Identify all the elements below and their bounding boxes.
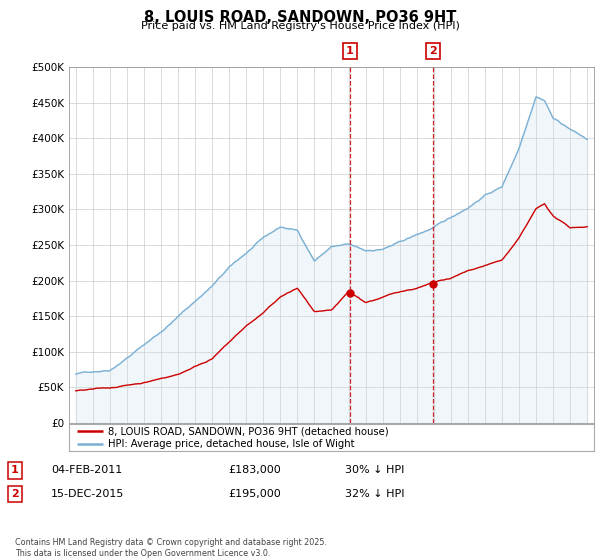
Text: £195,000: £195,000 xyxy=(228,489,281,499)
Text: 2: 2 xyxy=(11,489,19,499)
Text: 15-DEC-2015: 15-DEC-2015 xyxy=(51,489,124,499)
Text: 2: 2 xyxy=(429,46,437,56)
Text: Contains HM Land Registry data © Crown copyright and database right 2025.
This d: Contains HM Land Registry data © Crown c… xyxy=(15,538,327,558)
Text: 8, LOUIS ROAD, SANDOWN, PO36 9HT (detached house): 8, LOUIS ROAD, SANDOWN, PO36 9HT (detach… xyxy=(109,426,389,436)
Text: 8, LOUIS ROAD, SANDOWN, PO36 9HT: 8, LOUIS ROAD, SANDOWN, PO36 9HT xyxy=(144,10,456,25)
Text: Price paid vs. HM Land Registry's House Price Index (HPI): Price paid vs. HM Land Registry's House … xyxy=(140,21,460,31)
Text: 32% ↓ HPI: 32% ↓ HPI xyxy=(345,489,404,499)
Text: HPI: Average price, detached house, Isle of Wight: HPI: Average price, detached house, Isle… xyxy=(109,438,355,449)
Text: 30% ↓ HPI: 30% ↓ HPI xyxy=(345,465,404,475)
Text: 04-FEB-2011: 04-FEB-2011 xyxy=(51,465,122,475)
Text: £183,000: £183,000 xyxy=(228,465,281,475)
Text: 1: 1 xyxy=(346,46,354,56)
Text: 1: 1 xyxy=(11,465,19,475)
